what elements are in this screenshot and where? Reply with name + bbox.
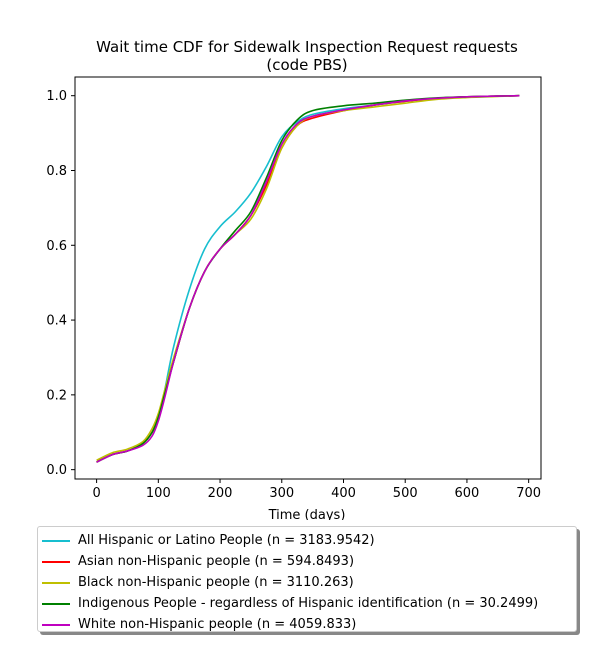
y-tick-label: 0.4 — [46, 314, 67, 329]
legend-swatch — [42, 602, 70, 605]
y-tick-label: 0.8 — [46, 164, 67, 179]
y-tick-label: 1.0 — [46, 89, 67, 104]
legend-label: White non-Hispanic people (n = 4059.833) — [78, 617, 357, 632]
legend-item: White non-Hispanic people (n = 4059.833) — [38, 614, 576, 635]
x-tick-label: 500 — [393, 486, 418, 501]
chart-canvas: Wait time CDF for Sidewalk Inspection Re… — [46, 38, 542, 520]
x-tick-label: 700 — [516, 486, 541, 501]
plot-lines — [96, 94, 520, 463]
legend-item: All Hispanic or Latino People (n = 3183.… — [38, 530, 576, 551]
legend-swatch — [42, 623, 70, 626]
legend: All Hispanic or Latino People (n = 3183.… — [37, 526, 577, 632]
x-tick-label: 600 — [455, 486, 480, 501]
x-tick-label: 0 — [92, 486, 100, 501]
x-axis: 0 100 200 300 400 500 600 700 — [92, 479, 541, 501]
series-line-black-non-hispanic-people — [96, 94, 520, 462]
x-tick-label: 100 — [146, 486, 171, 501]
legend-label: Black non-Hispanic people (n = 3110.263) — [78, 575, 354, 590]
plot-frame — [74, 76, 542, 480]
x-tick-label: 200 — [208, 486, 233, 501]
chart-subtitle: (code PBS) — [266, 56, 347, 74]
legend-item: Indigenous People - regardless of Hispan… — [38, 593, 576, 614]
legend-label: All Hispanic or Latino People (n = 3183.… — [78, 533, 375, 548]
y-tick-label: 0.2 — [46, 388, 67, 403]
legend-swatch — [42, 581, 70, 584]
y-tick-label: 0.0 — [46, 463, 67, 478]
x-tick-label: 300 — [269, 486, 294, 501]
legend-swatch — [42, 560, 70, 563]
x-axis-label: Time (days) — [268, 508, 346, 520]
legend-item: Asian non-Hispanic people (n = 594.8493) — [38, 551, 576, 572]
x-tick-label: 400 — [331, 486, 356, 501]
legend-swatch — [42, 539, 70, 542]
legend-item: Black non-Hispanic people (n = 3110.263) — [38, 572, 576, 593]
y-tick-label: 0.6 — [46, 239, 67, 254]
legend-label: Asian non-Hispanic people (n = 594.8493) — [78, 554, 355, 569]
y-axis: 0.0 0.2 0.4 0.6 0.8 1.0 — [46, 89, 75, 478]
series-line-white-non-hispanic-people — [96, 94, 520, 463]
legend-label: Indigenous People - regardless of Hispan… — [78, 596, 539, 611]
chart-title: Wait time CDF for Sidewalk Inspection Re… — [96, 38, 518, 56]
